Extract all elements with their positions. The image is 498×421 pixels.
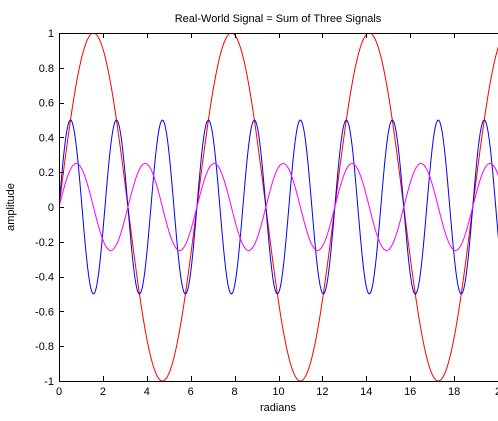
y-tick-label: 0.8 [39, 63, 54, 75]
x-tick-label: 16 [404, 386, 416, 398]
y-tick-label: -0.6 [35, 306, 54, 318]
axes-layer [59, 33, 498, 382]
x-tick-label: 10 [272, 386, 284, 398]
y-tick-label: 1 [48, 28, 54, 40]
y-tick-label: -0.2 [35, 237, 54, 249]
x-tick-label: 6 [188, 386, 194, 398]
y-ticks: 1 0.8 0.6 0.4 0.2 0 -0.2 -0.4 -0.6 -0.8 -1 [35, 28, 64, 388]
y-tick-label: 0.2 [39, 167, 54, 179]
x-tick-label: 2 [100, 386, 106, 398]
chart-title: Real-World Signal = Sum of Three Signals [175, 13, 382, 25]
x-axis-label: radians [260, 402, 297, 414]
x-ticks: 0 2 4 6 8 10 12 14 16 18 2 [56, 33, 498, 398]
x-tick-label: 14 [360, 386, 372, 398]
x-tick-label: 12 [316, 386, 328, 398]
x-tick-label: 2 [495, 386, 498, 398]
y-tick-label: 0.6 [39, 98, 54, 110]
x-tick-label: 4 [144, 386, 150, 398]
x-tick-label: 18 [448, 386, 460, 398]
y-tick-label: 0.4 [39, 132, 54, 144]
series-line-2 [59, 119, 498, 295]
y-tick-label: -0.4 [35, 272, 54, 284]
series-layer [59, 33, 498, 381]
x-tick-label: 8 [232, 386, 238, 398]
series-line-1 [59, 33, 498, 381]
y-tick-label: 0 [48, 202, 54, 214]
series-line-3 [59, 162, 498, 252]
x-tick-label: 0 [56, 386, 62, 398]
y-tick-label: -1 [44, 376, 54, 388]
y-tick-label: -0.8 [35, 341, 54, 353]
y-axis-label: amplitude [5, 183, 17, 231]
